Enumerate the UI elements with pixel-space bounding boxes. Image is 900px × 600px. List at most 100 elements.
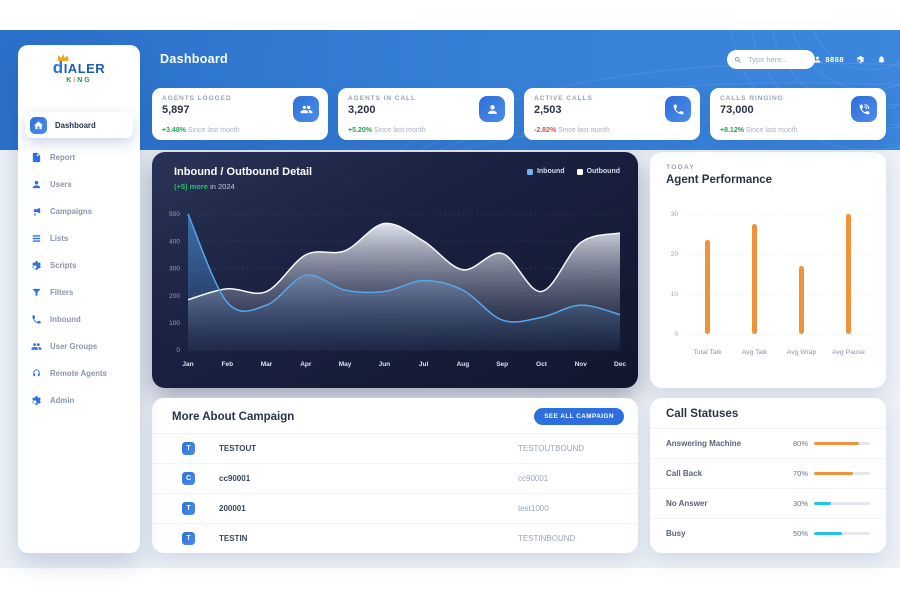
see-all-campaign-button[interactable]: SEE ALL CAMPAIGN — [534, 408, 624, 425]
sidebar-item-scripts[interactable]: Scripts — [25, 255, 133, 276]
status-percent: 80% — [792, 439, 808, 448]
status-progress-track — [814, 441, 870, 446]
status-percent: 30% — [792, 499, 808, 508]
call-statuses-list: Answering Machine 80% Call Back 70% No Answe… — [650, 429, 886, 548]
stat-delta: -2.82% Since last month — [534, 127, 610, 134]
sidebar-item-inbound[interactable]: Inbound — [25, 309, 133, 330]
campaign-title: More About Campaign — [172, 410, 295, 423]
bell-icon — [878, 55, 885, 64]
legend-label: Outbound — [586, 168, 620, 175]
sidebar-item-campaigns[interactable]: Campaigns — [25, 201, 133, 222]
campaign-badge: T — [182, 502, 195, 515]
call-status-row: Answering Machine 80% — [650, 429, 886, 459]
status-label: Call Back — [666, 469, 703, 478]
sidebar-item-lists[interactable]: Lists — [25, 228, 133, 249]
stat-delta: +8.12% Since last month — [720, 127, 798, 134]
campaign-row[interactable]: T TESTIN TESTINBOUND — [152, 524, 638, 553]
svg-text:100: 100 — [169, 320, 180, 327]
call-status-row: Busy 50% — [650, 519, 886, 548]
svg-text:Apr: Apr — [300, 361, 312, 368]
bar-chart: 0 10 20 30 Total Talk Avg Talk Avg Wrap Avg Pau… — [656, 200, 882, 381]
svg-text:300: 300 — [169, 266, 180, 273]
list-icon — [30, 233, 42, 245]
stat-value: 3,200 — [348, 104, 376, 116]
logo-line1: dIALER — [52, 58, 106, 77]
sidebar-item-label: Filters — [50, 288, 74, 297]
sidebar-item-dashboard[interactable]: Dashboard — [25, 112, 133, 138]
agent-performance-card: TODAY Agent Performance 0 10 20 30 Total Tal… — [650, 152, 886, 388]
svg-text:Nov: Nov — [575, 361, 588, 368]
status-label: Answering Machine — [666, 439, 742, 448]
sidebar-item-label: Dashboard — [55, 120, 96, 130]
legend-swatch — [526, 168, 533, 175]
svg-text:Avg Pause: Avg Pause — [832, 349, 865, 356]
svg-text:500: 500 — [169, 211, 180, 218]
svg-text:Dec: Dec — [614, 361, 626, 368]
settings-button[interactable] — [856, 55, 865, 64]
user-menu[interactable]: 8888 — [813, 55, 844, 64]
stat-label: AGENTS IN CALL — [348, 95, 416, 102]
call-statuses-title: Call Statuses — [666, 408, 739, 420]
phone-icon — [665, 96, 691, 122]
status-percent: 50% — [792, 529, 808, 538]
sidebar-item-remote-agents[interactable]: Remote Agents — [25, 363, 133, 384]
phone-ring-icon — [851, 96, 877, 122]
area-chart: 0 100 200 300 400 500 Jan Feb Mar Apr May Jun Jul Aug… — [152, 202, 638, 383]
campaign-description: cc90001 — [518, 474, 549, 483]
performance-eyebrow: TODAY — [666, 164, 696, 171]
campaign-row[interactable]: T 200001 test1000 — [152, 494, 638, 524]
call-status-row: No Answer 30% — [650, 489, 886, 519]
logo-line2: KING — [66, 77, 92, 84]
svg-text:0: 0 — [674, 331, 678, 338]
campaign-header: More About Campaign SEE ALL CAMPAIGN — [152, 398, 638, 434]
legend-item-outbound[interactable]: Outbound — [576, 168, 620, 175]
legend-item-inbound[interactable]: Inbound — [526, 168, 565, 175]
area-chart-title: Inbound / Outbound Detail — [174, 166, 313, 178]
svg-text:0: 0 — [176, 347, 180, 354]
svg-text:Oct: Oct — [536, 361, 548, 368]
sidebar-item-filters[interactable]: Filters — [25, 282, 133, 303]
campaign-badge: C — [182, 472, 195, 485]
campaign-badge: T — [182, 532, 195, 545]
header-actions: 8888 — [813, 50, 886, 69]
sidebar-item-users[interactable]: Users — [25, 174, 133, 195]
inbound-outbound-card: Inbound / Outbound Detail (+5) more in 2… — [152, 152, 638, 388]
group-icon — [30, 341, 42, 353]
sidebar-item-report[interactable]: Report — [25, 147, 133, 168]
status-progress-track — [814, 531, 870, 536]
campaign-description: test1000 — [518, 504, 549, 513]
stat-card-agents-logged: AGENTS LOGGED 5,897 +3.48% Since last mont… — [152, 88, 328, 140]
status-label: No Answer — [666, 499, 708, 508]
legend-swatch — [576, 168, 583, 175]
sidebar-item-label: User Groups — [50, 342, 98, 351]
sidebar-item-label: Admin — [50, 396, 75, 405]
svg-text:Avg Talk: Avg Talk — [742, 349, 768, 356]
svg-text:Sep: Sep — [496, 361, 508, 368]
svg-text:30: 30 — [671, 211, 679, 218]
stat-cards-row: AGENTS LOGGED 5,897 +3.48% Since last mont… — [152, 88, 886, 140]
notifications-button[interactable] — [877, 55, 886, 64]
campaign-row[interactable]: T TESTOUT TESTOUTBOUND — [152, 434, 638, 464]
svg-text:Aug: Aug — [457, 361, 470, 368]
status-progress-fill — [814, 441, 859, 446]
sidebar-item-admin[interactable]: Admin — [25, 390, 133, 411]
home-icon — [30, 116, 47, 134]
call-statuses-card: Call Statuses Answering Machine 80% Call B… — [650, 398, 886, 553]
gear-icon — [30, 395, 42, 407]
page-title: Dashboard — [160, 52, 228, 66]
campaign-name: cc90001 — [219, 474, 251, 483]
area-chart-subtitle: (+5) more in 2024 — [174, 182, 235, 191]
sidebar-item-user-groups[interactable]: User Groups — [25, 336, 133, 357]
sidebar-item-label: Users — [50, 180, 72, 189]
sidebar-item-label: Report — [50, 153, 76, 162]
search-input[interactable] — [746, 54, 810, 65]
stat-value: 73,000 — [720, 104, 754, 116]
app-logo: dIALER KING — [18, 45, 140, 102]
funnel-icon — [30, 287, 42, 299]
svg-text:May: May — [339, 361, 352, 368]
search-box[interactable] — [727, 50, 815, 69]
stat-delta: +5.20% Since last month — [348, 127, 426, 134]
performance-title: Agent Performance — [666, 174, 773, 186]
